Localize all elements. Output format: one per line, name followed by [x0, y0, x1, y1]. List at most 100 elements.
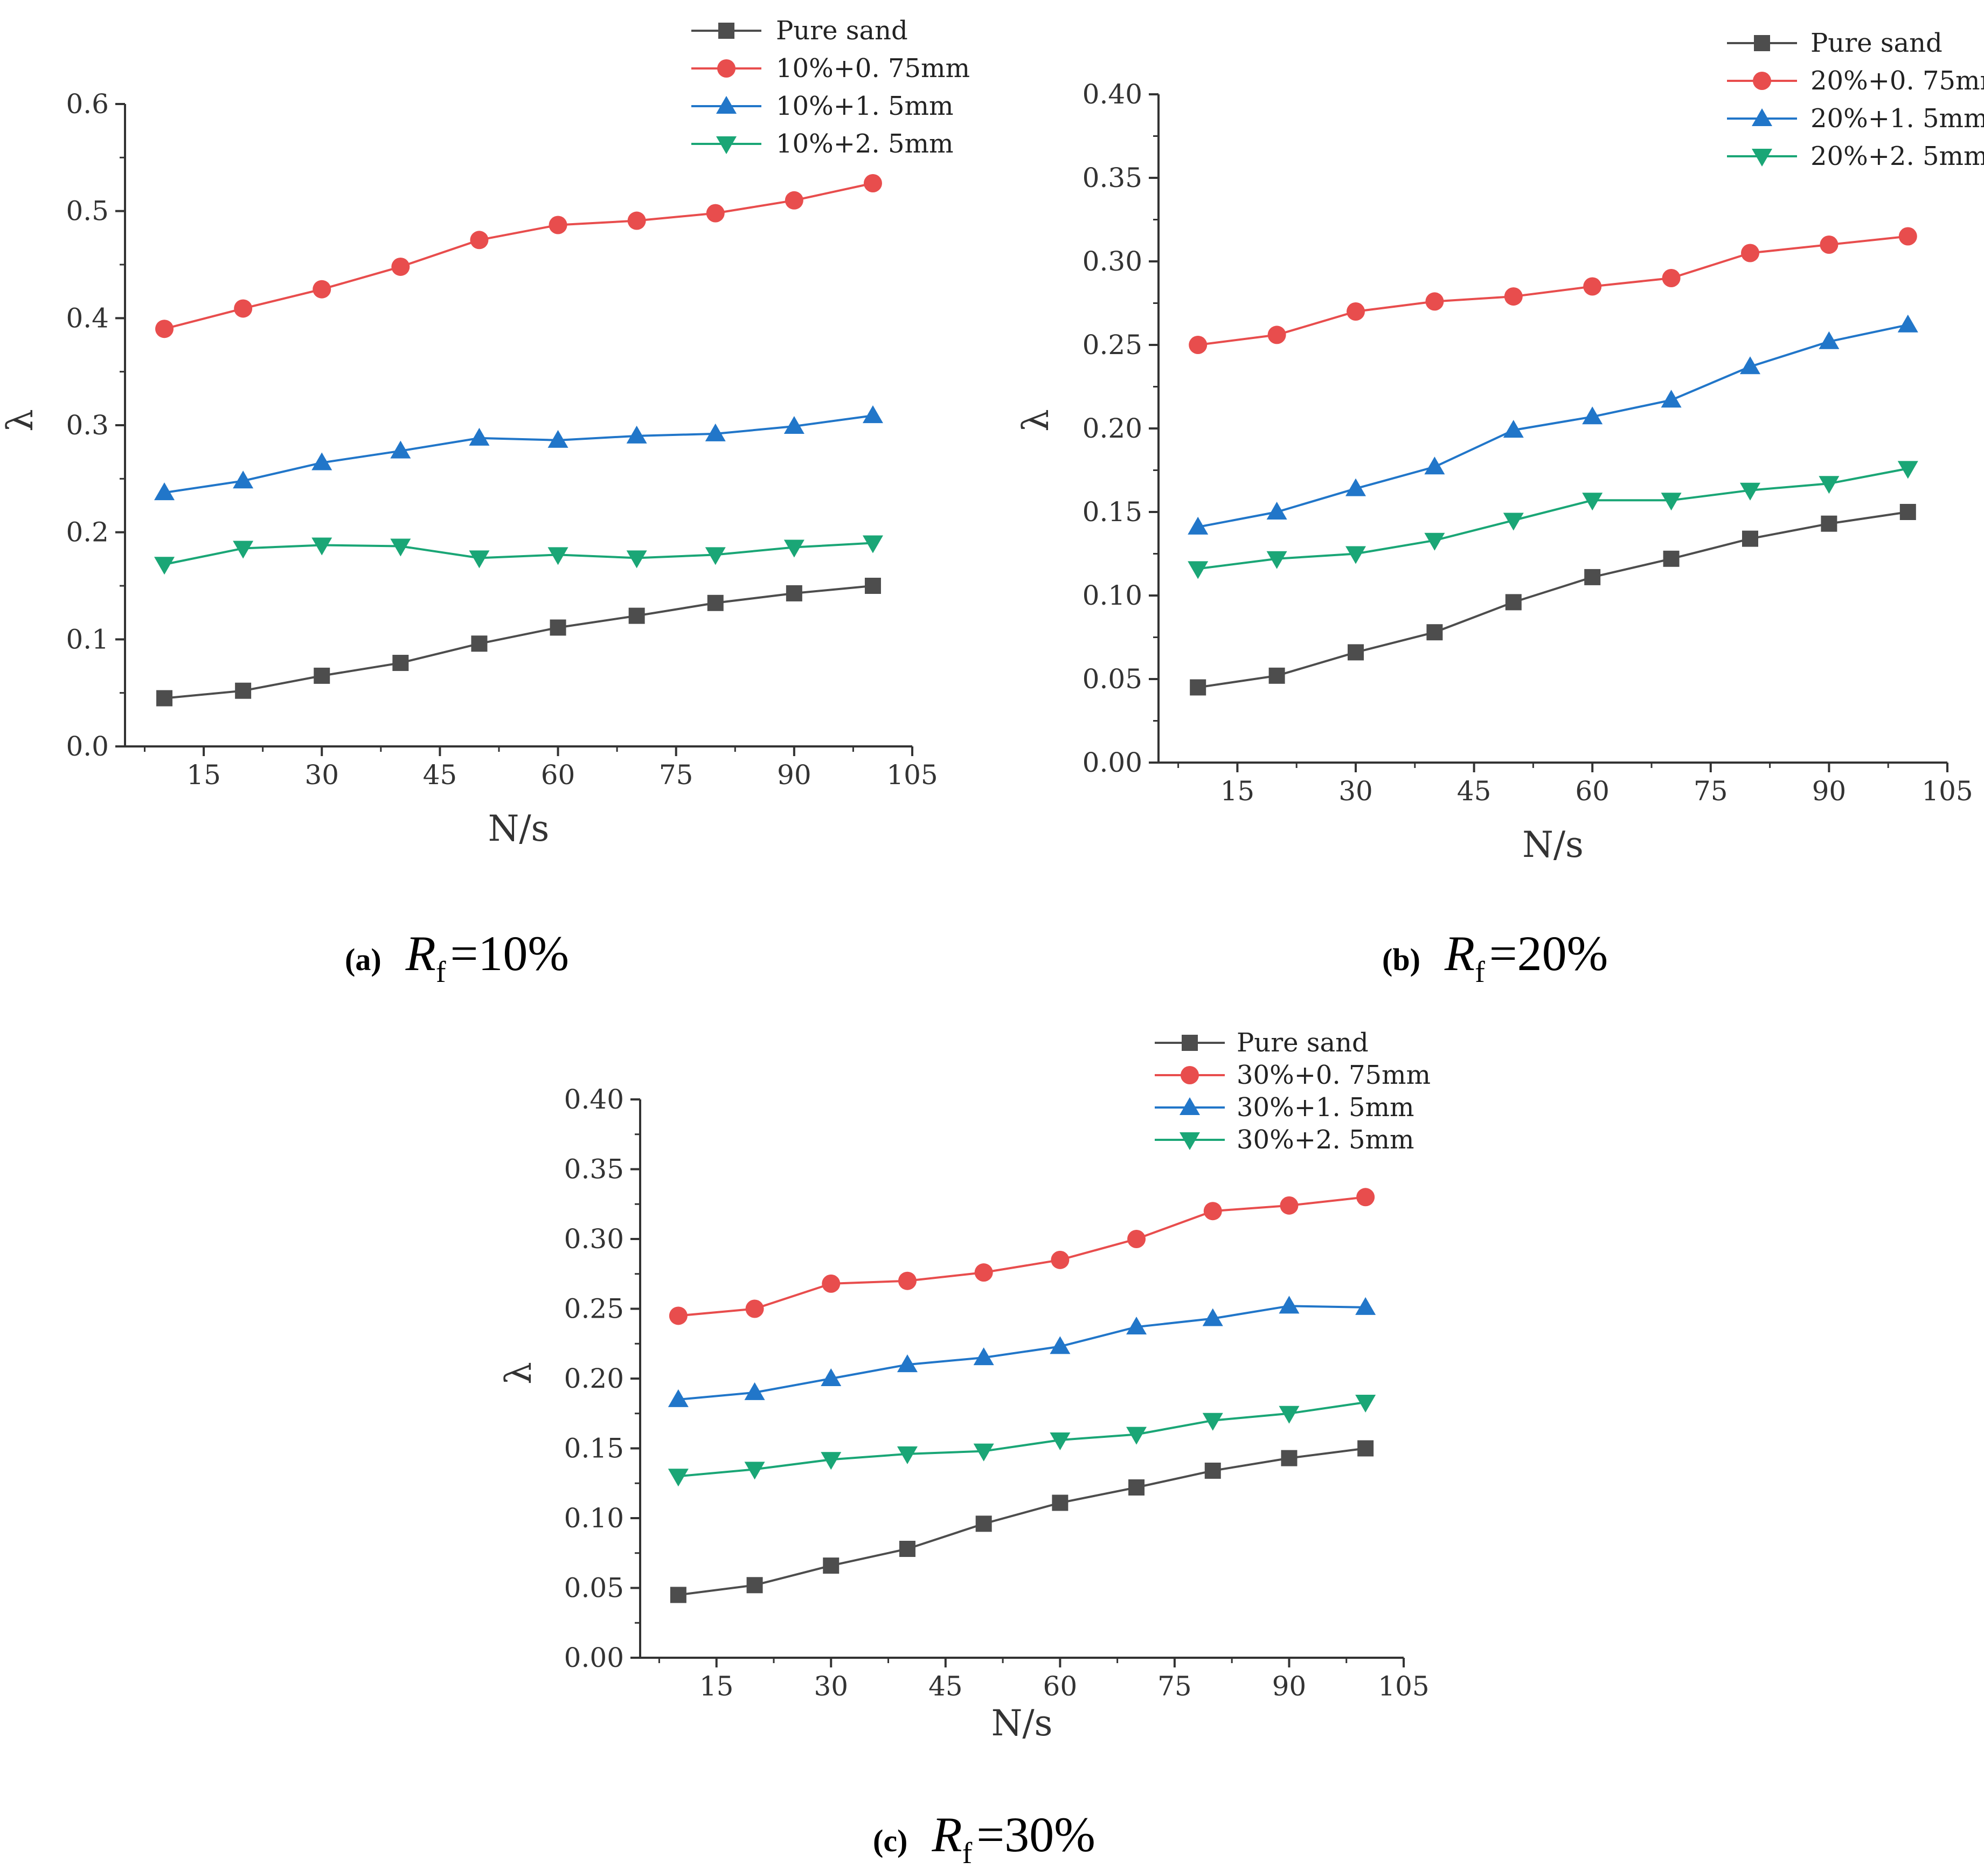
y-tick-label: 0.00	[1083, 747, 1142, 778]
y-tick-label: 0.35	[564, 1154, 624, 1185]
series-2	[1189, 227, 1917, 354]
x-tick-label: 30	[304, 759, 339, 791]
legend-marker	[1754, 35, 1770, 51]
legend: Pure sand 20%+0. 75mm 20%+1. 5mm 20%+2. 5mm	[1727, 28, 1984, 171]
data-point	[1740, 356, 1760, 375]
data-point	[1050, 1336, 1071, 1354]
data-point	[390, 440, 411, 459]
legend-marker	[718, 23, 734, 39]
legend-marker	[1180, 1097, 1200, 1115]
y-tick-label: 0.25	[564, 1293, 624, 1325]
x-tick-label: 30	[814, 1671, 848, 1702]
legend-label: 30%+2. 5mm	[1237, 1125, 1414, 1155]
y-tick-label: 0.20	[1083, 413, 1142, 444]
data-point	[1503, 513, 1524, 531]
x-tick-label: 75	[659, 759, 693, 791]
caption-value: =30%	[976, 1807, 1095, 1862]
data-point	[311, 452, 332, 470]
data-point	[1582, 493, 1603, 511]
x-tick-label: 75	[1694, 776, 1728, 807]
x-tick-label: 105	[1921, 776, 1973, 807]
data-point	[469, 550, 490, 569]
data-point	[1897, 461, 1918, 479]
data-point	[547, 547, 568, 565]
legend-marker	[1180, 1132, 1200, 1150]
data-point	[1505, 594, 1522, 611]
series-2	[669, 1188, 1375, 1325]
caption-value: =10%	[450, 926, 570, 981]
x-tick-label: 15	[1220, 776, 1255, 807]
data-point	[155, 320, 174, 338]
data-point	[1345, 546, 1366, 564]
y-tick-label: 0.5	[66, 196, 109, 227]
series-line	[1197, 323, 1909, 528]
data-point	[1279, 1296, 1300, 1314]
caption-value: =20%	[1489, 926, 1608, 981]
legend-label: 20%+2. 5mm	[1810, 141, 1984, 171]
x-tick-label: 90	[1812, 776, 1847, 807]
data-point	[1355, 1297, 1376, 1315]
data-point	[1126, 1317, 1147, 1335]
data-point	[1279, 1406, 1300, 1424]
data-point	[1128, 1479, 1145, 1496]
data-point	[390, 538, 411, 557]
y-tick-label: 0.35	[1083, 162, 1142, 193]
y-tick-label: 0.30	[1083, 246, 1142, 277]
data-point	[1355, 1395, 1376, 1413]
caption-symbol: R	[405, 926, 436, 981]
panel-caption: (a) Rf=10%	[345, 926, 569, 989]
data-point	[313, 280, 331, 299]
legend-label: 20%+1. 5mm	[1810, 103, 1984, 134]
y-tick-label: 0.40	[564, 1084, 624, 1115]
y-tick-label: 0.10	[1083, 580, 1142, 611]
caption-subscript: f	[962, 1837, 973, 1870]
data-point	[1661, 493, 1682, 511]
x-tick-label: 30	[1338, 776, 1373, 807]
data-point	[973, 1443, 994, 1462]
y-axis-title: λ	[0, 409, 41, 432]
x-tick-label: 15	[699, 1671, 734, 1702]
data-point	[154, 557, 175, 575]
x-axis-title: N/s	[1522, 824, 1584, 866]
data-point	[1820, 236, 1839, 254]
x-tick-label: 60	[541, 759, 575, 791]
data-point	[821, 1452, 842, 1470]
data-point	[1202, 1308, 1223, 1326]
x-axis-title: N/s	[488, 808, 550, 849]
x-tick-label: 45	[1457, 776, 1492, 807]
data-point	[154, 482, 175, 501]
data-point	[783, 539, 804, 558]
series-2	[155, 174, 882, 338]
data-point	[235, 682, 252, 699]
data-point	[547, 430, 568, 448]
chart-panel-1: 0.0 0.1 0.2 0.3 0.4 0.5 0.6 15 30 45 60 75 90 105 N/s λ…	[0, 16, 970, 989]
data-point	[469, 427, 490, 446]
y-tick-label: 0.10	[564, 1503, 624, 1534]
data-point	[1126, 1427, 1147, 1445]
data-point	[821, 1368, 842, 1386]
data-point	[156, 690, 173, 707]
data-point	[1897, 314, 1918, 333]
legend-marker	[1752, 149, 1772, 167]
x-tick-label: 105	[886, 759, 938, 791]
data-point	[1190, 679, 1206, 696]
caption-subscript: f	[1475, 956, 1485, 989]
data-point	[471, 635, 488, 652]
series-1	[670, 1440, 1374, 1603]
data-point	[783, 416, 804, 434]
data-point	[1426, 624, 1443, 641]
data-point	[1348, 644, 1364, 661]
data-point	[1821, 515, 1837, 532]
data-point	[1188, 516, 1209, 535]
data-point	[862, 535, 883, 553]
series-line	[164, 182, 873, 330]
legend-marker	[1181, 1066, 1199, 1084]
data-point	[746, 1577, 763, 1594]
series-line	[1197, 511, 1909, 689]
data-point	[1742, 530, 1758, 547]
legend-marker	[716, 96, 737, 114]
data-point	[233, 541, 254, 559]
data-point	[550, 619, 566, 636]
caption-panel-label: (a)	[345, 942, 381, 977]
